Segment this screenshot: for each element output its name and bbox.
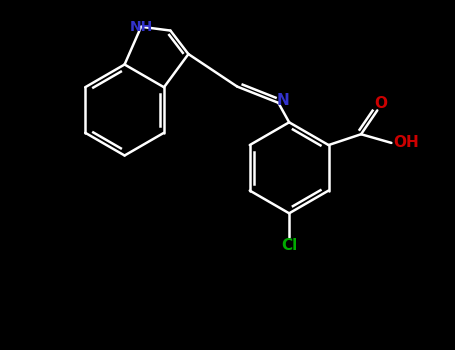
Text: NH: NH xyxy=(130,20,153,34)
Text: Cl: Cl xyxy=(281,238,297,253)
Text: O: O xyxy=(374,96,387,111)
Text: OH: OH xyxy=(394,135,420,150)
Text: N: N xyxy=(276,93,289,108)
